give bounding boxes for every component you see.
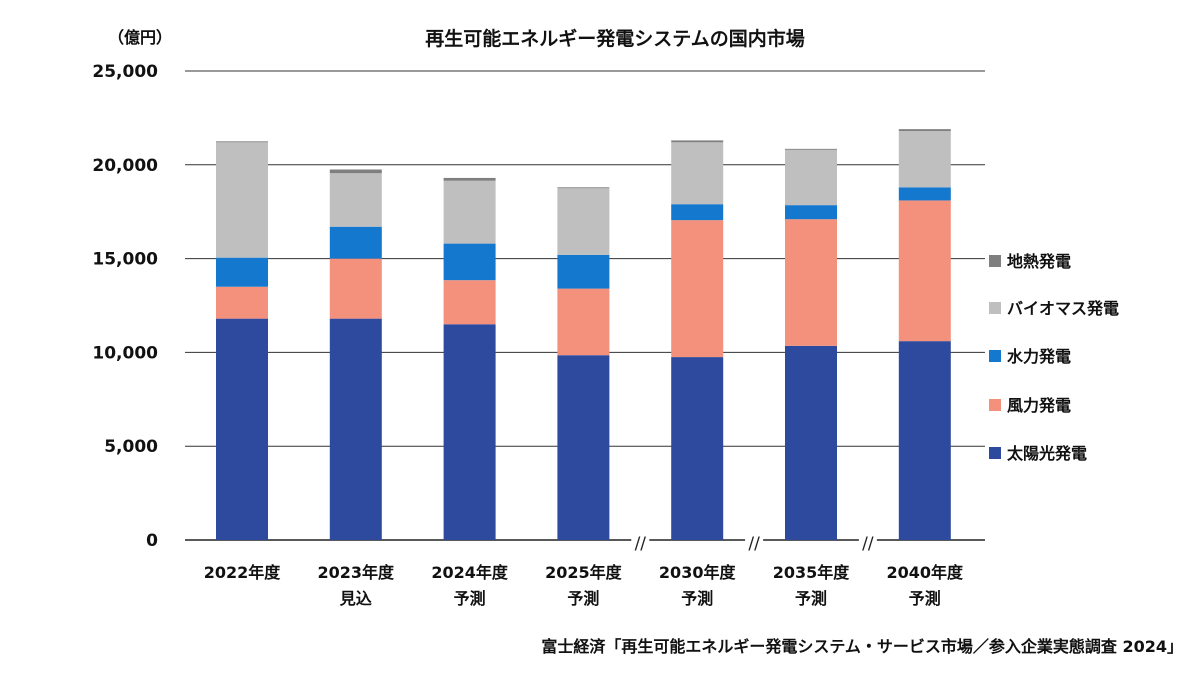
y-tick-label: 0 xyxy=(146,531,158,551)
x-tick-label: 2035年度 xyxy=(773,563,851,582)
legend-label: 風力発電 xyxy=(1007,396,1071,415)
bar-segment xyxy=(785,149,837,206)
x-tick-sublabel: 予測 xyxy=(454,589,486,608)
legend-swatch xyxy=(989,447,1001,459)
x-tick-label: 2023年度 xyxy=(318,563,396,582)
source-note: 富士経済「再生可能エネルギー発電システム・サービス市場／参入企業実態調査 202… xyxy=(541,637,1183,656)
bar-segment xyxy=(216,142,268,258)
legend-swatch xyxy=(989,350,1001,362)
axis-breaks: // // // xyxy=(631,534,877,554)
bar-segment xyxy=(557,188,610,255)
bar-segment xyxy=(785,219,837,346)
legend-swatch xyxy=(989,302,1001,314)
axis-break-mark: // xyxy=(635,534,647,554)
axis-break-gap xyxy=(858,536,877,544)
bar-segment xyxy=(671,220,724,358)
y-axis-unit-label: （億円） xyxy=(108,28,172,47)
y-tick-label: 15,000 xyxy=(92,250,158,270)
bar-segment xyxy=(443,324,496,540)
bar-segment xyxy=(898,129,951,132)
bar-segment xyxy=(785,148,837,150)
x-tick-sublabel: 予測 xyxy=(681,589,713,608)
y-tick-label: 10,000 xyxy=(92,343,158,363)
bar-segment xyxy=(329,173,382,227)
x-tick-sublabel: 予測 xyxy=(567,589,599,608)
x-tick-sublabel: 予測 xyxy=(909,589,941,608)
legend-label: 地熱発電 xyxy=(1007,252,1071,271)
y-tick-label: 20,000 xyxy=(92,156,158,176)
x-tick-sublabel: 見込 xyxy=(339,589,372,608)
bar-segment xyxy=(785,205,837,220)
x-tick-label: 2025年度 xyxy=(545,563,623,582)
bar-segment xyxy=(216,257,268,287)
bar-segment xyxy=(329,318,382,540)
bar-segment xyxy=(671,357,724,540)
axis-break-gap xyxy=(631,536,650,544)
legend-label: バイオマス発電 xyxy=(1007,299,1119,318)
bar-segment xyxy=(671,204,724,221)
bar-segment xyxy=(329,258,382,319)
axis-break-gap xyxy=(745,536,764,544)
chart-title: 再生可能エネルギー発電システムの国内市場 xyxy=(425,27,804,50)
axis-break-mark: // xyxy=(862,534,874,554)
bar-segment xyxy=(329,226,382,259)
bar-segment xyxy=(443,280,496,325)
y-tick-label: 5,000 xyxy=(104,437,158,457)
y-tick-label: 25,000 xyxy=(92,62,158,82)
bar-segment xyxy=(216,318,268,540)
x-axis-ticks: 2022年度 2023年度見込2024年度予測2025年度予測2030年度予測20… xyxy=(204,563,964,608)
bar-segment xyxy=(671,142,724,205)
x-tick-label: 2030年度 xyxy=(659,563,737,582)
bar-segment xyxy=(443,243,496,281)
bar-segment xyxy=(443,177,496,181)
y-axis-ticks: 0 5,000 10,000 15,000 20,000 25,000 xyxy=(92,62,158,551)
bar-segment xyxy=(557,355,610,540)
x-tick-label: 2022年度 xyxy=(204,563,282,582)
x-tick-label: 2024年度 xyxy=(431,563,509,582)
bar-segment xyxy=(898,341,951,540)
bar-segment xyxy=(557,288,610,356)
bar-segment xyxy=(557,254,610,289)
bar-segment xyxy=(671,140,724,143)
bar-segment xyxy=(443,180,496,244)
bar-segment xyxy=(898,187,951,201)
legend-label: 太陽光発電 xyxy=(1006,444,1087,463)
axis-break-mark: // xyxy=(748,534,760,554)
bar-segment xyxy=(216,286,268,319)
legend-label: 水力発電 xyxy=(1007,347,1071,366)
bar-segment xyxy=(557,187,610,189)
bar-segment xyxy=(329,169,382,174)
legend-swatch xyxy=(989,255,1001,267)
bar-segment xyxy=(898,200,951,342)
bar-segment xyxy=(216,141,268,143)
legend-swatch xyxy=(989,399,1001,411)
bar-segment xyxy=(785,345,837,540)
x-tick-sublabel: 予測 xyxy=(795,589,827,608)
bar-segment xyxy=(898,131,951,188)
x-tick-label: 2040年度 xyxy=(887,563,965,582)
bars xyxy=(216,129,951,540)
